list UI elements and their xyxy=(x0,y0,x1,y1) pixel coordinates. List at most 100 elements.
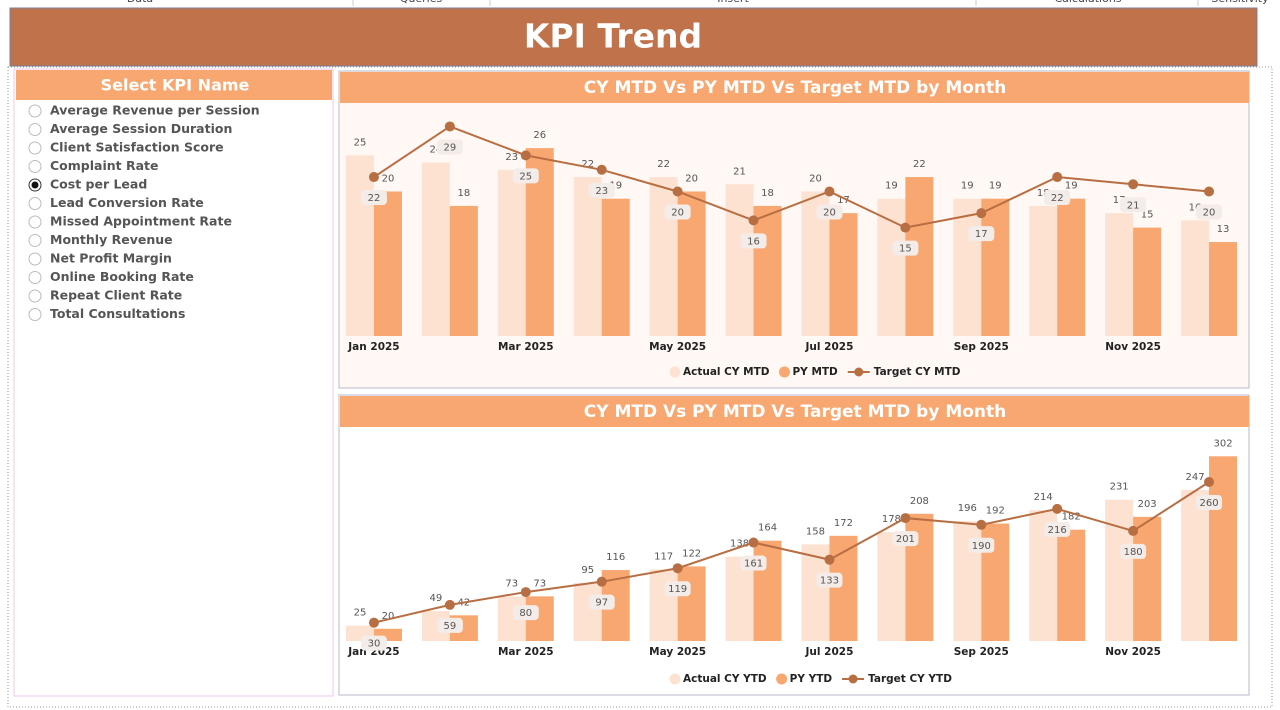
legend-marker xyxy=(854,367,864,377)
data-label: 49 xyxy=(430,593,443,604)
ribbon-tab[interactable]: Queries xyxy=(400,0,443,5)
slicer-title: Select KPI Name xyxy=(101,76,250,95)
slicer-item[interactable]: Repeat Client Rate xyxy=(50,288,182,303)
data-label: 20 xyxy=(382,173,395,184)
ribbon-tab[interactable]: Insert xyxy=(717,0,749,5)
data-label: 231 xyxy=(1110,482,1129,493)
data-label: 80 xyxy=(519,608,532,619)
legend-label[interactable]: Target CY YTD xyxy=(868,673,952,685)
data-label-box xyxy=(588,182,615,198)
ribbon-tab[interactable]: Data xyxy=(127,0,153,5)
data-label: 196 xyxy=(958,503,977,514)
bar xyxy=(981,198,1010,336)
radio-button[interactable] xyxy=(28,234,42,247)
bar xyxy=(421,162,450,336)
data-label: 21 xyxy=(1127,200,1140,211)
data-label: 158 xyxy=(806,526,825,537)
legend-label[interactable]: PY MTD xyxy=(792,366,838,378)
data-label: 22 xyxy=(368,193,381,204)
x-tick-label: Sep 2025 xyxy=(954,341,1009,353)
bar xyxy=(753,205,782,336)
slicer-item[interactable]: Lead Conversion Rate xyxy=(50,195,204,210)
x-tick-label: Jan 2025 xyxy=(347,646,399,658)
line-point xyxy=(1204,186,1215,197)
data-label-box xyxy=(892,240,919,256)
legend-marker xyxy=(669,366,681,378)
data-label-box xyxy=(664,204,691,220)
slicer-item[interactable]: Net Profit Margin xyxy=(50,251,172,266)
data-label: 95 xyxy=(581,565,594,576)
bar xyxy=(1133,516,1162,641)
radio-button[interactable] xyxy=(28,197,42,210)
slicer-item[interactable]: Average Revenue per Session xyxy=(50,103,260,118)
data-label-box xyxy=(436,139,463,155)
bar xyxy=(601,198,630,336)
data-label: 23 xyxy=(505,152,518,163)
data-label: 18 xyxy=(761,188,774,199)
line-point xyxy=(1128,525,1139,536)
data-label: 201 xyxy=(896,534,915,545)
ribbon-tab[interactable]: Calculations xyxy=(1054,0,1121,5)
bar xyxy=(649,177,678,336)
bar xyxy=(877,198,906,336)
line-point xyxy=(672,563,683,574)
slicer-item[interactable]: Client Satisfaction Score xyxy=(50,140,224,155)
slicer-panel xyxy=(13,68,334,697)
slicer-item[interactable]: Missed Appointment Rate xyxy=(50,214,232,229)
data-label-box xyxy=(968,226,995,242)
bar xyxy=(953,198,982,336)
line-point xyxy=(824,554,835,565)
chart-title: CY MTD Vs PY MTD Vs Target MTD by Month xyxy=(584,402,1007,422)
radio-button[interactable] xyxy=(28,160,42,173)
bar xyxy=(1105,499,1134,641)
data-label: 119 xyxy=(668,584,687,595)
bar xyxy=(373,191,402,336)
data-label: 25 xyxy=(519,171,532,182)
ribbon-tab[interactable]: Sensitivity xyxy=(1211,0,1269,5)
radio-button[interactable] xyxy=(28,141,42,155)
slicer-header xyxy=(16,70,332,100)
x-tick-label: Nov 2025 xyxy=(1105,646,1161,658)
data-label: 178 xyxy=(882,514,901,525)
header-band xyxy=(9,7,1258,67)
data-label-box xyxy=(1120,197,1147,213)
legend-label[interactable]: Actual CY YTD xyxy=(683,673,767,685)
bar xyxy=(449,205,478,336)
data-label: 15 xyxy=(1141,210,1154,221)
data-label: 20 xyxy=(671,207,684,218)
slicer-item[interactable]: Online Booking Rate xyxy=(50,269,194,284)
slicer-item[interactable]: Monthly Revenue xyxy=(50,232,173,247)
bar xyxy=(1057,198,1086,336)
data-label: 19 xyxy=(989,181,1002,192)
radio-button[interactable] xyxy=(28,104,42,118)
data-label-box xyxy=(664,581,691,597)
radio-dot xyxy=(31,181,39,189)
bar xyxy=(1181,489,1210,641)
radio-button[interactable] xyxy=(28,308,42,321)
bar xyxy=(345,155,374,336)
line-point xyxy=(596,576,607,587)
chart-title: CY MTD Vs PY MTD Vs Target MTD by Month xyxy=(584,78,1007,98)
radio-button[interactable] xyxy=(28,289,42,303)
legend-label[interactable]: Actual CY MTD xyxy=(683,366,770,378)
slicer-item[interactable]: Average Session Duration xyxy=(50,121,232,136)
slicer-item[interactable]: Cost per Lead xyxy=(50,177,147,192)
bar xyxy=(877,532,906,641)
data-label-box xyxy=(1044,190,1071,206)
data-label: 138 xyxy=(730,539,749,550)
data-label: 15 xyxy=(899,244,912,255)
radio-button[interactable] xyxy=(28,271,42,284)
line xyxy=(373,125,1210,229)
data-label-box xyxy=(360,635,387,651)
bar xyxy=(1057,529,1086,641)
slicer-item[interactable]: Total Consultations xyxy=(50,306,185,321)
slicer-item[interactable]: Complaint Rate xyxy=(50,158,158,173)
radio-button[interactable] xyxy=(28,215,42,229)
radio-button[interactable] xyxy=(28,123,42,136)
legend-label[interactable]: Target CY MTD xyxy=(874,366,961,378)
radio-button[interactable] xyxy=(28,252,42,266)
data-label: 20 xyxy=(685,173,698,184)
legend-label[interactable]: PY YTD xyxy=(790,673,833,685)
